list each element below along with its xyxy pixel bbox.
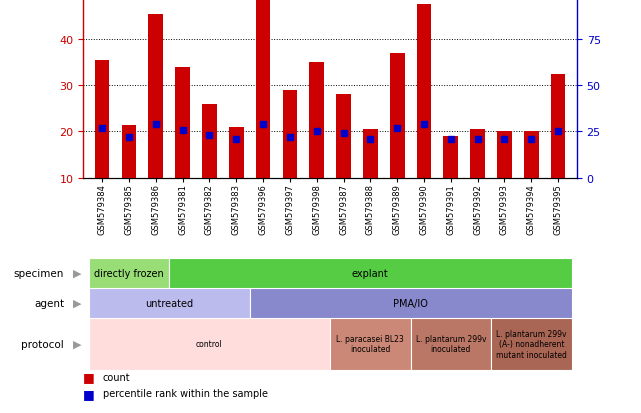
Text: ▶: ▶ (72, 298, 81, 308)
Text: untreated: untreated (145, 298, 193, 308)
Bar (497, 132, 512, 178)
Text: L. plantarum 299v
(A-) nonadherent
mutant inoculated: L. plantarum 299v (A-) nonadherent mutan… (496, 329, 567, 359)
Text: L. plantarum 299v
inoculated: L. plantarum 299v inoculated (415, 334, 486, 354)
Text: ■: ■ (83, 387, 95, 400)
Bar (470, 130, 485, 178)
Text: percentile rank within the sample: percentile rank within the sample (103, 389, 267, 399)
Text: ▶: ▶ (72, 268, 81, 278)
Bar (229, 128, 244, 178)
Bar (122, 125, 137, 178)
Bar (336, 95, 351, 178)
Bar (411, 318, 491, 370)
Bar (310, 63, 324, 178)
Text: PMA/IO: PMA/IO (393, 298, 428, 308)
Bar (330, 318, 411, 370)
Bar (95, 61, 110, 178)
Text: control: control (196, 339, 223, 349)
Bar (202, 104, 217, 178)
Bar (175, 68, 190, 178)
Text: ■: ■ (83, 370, 95, 383)
Bar (88, 318, 330, 370)
Text: agent: agent (34, 298, 64, 308)
Bar (551, 74, 565, 178)
Bar (249, 288, 572, 318)
Text: protocol: protocol (21, 339, 64, 349)
Text: ▶: ▶ (72, 339, 81, 349)
Bar (491, 318, 572, 370)
Bar (88, 258, 169, 288)
Text: specimen: specimen (13, 268, 64, 278)
Bar (363, 130, 378, 178)
Bar (417, 5, 431, 178)
Text: directly frozen: directly frozen (94, 268, 164, 278)
Bar (524, 132, 538, 178)
Bar (256, 1, 271, 178)
Bar (169, 258, 572, 288)
Text: count: count (103, 372, 130, 382)
Text: explant: explant (352, 268, 388, 278)
Bar (88, 288, 249, 318)
Bar (390, 54, 404, 178)
Bar (444, 137, 458, 178)
Text: L. paracasei BL23
inoculated: L. paracasei BL23 inoculated (337, 334, 404, 354)
Bar (283, 90, 297, 178)
Bar (148, 14, 163, 178)
